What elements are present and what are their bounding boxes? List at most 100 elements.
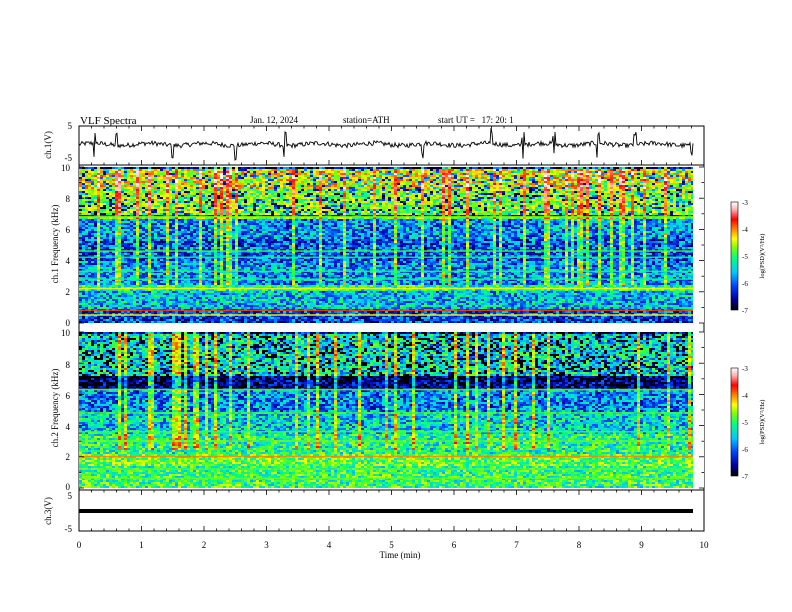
spectrogram-cell bbox=[190, 293, 193, 295]
spectrogram-cell bbox=[199, 243, 202, 245]
spectrogram-cell bbox=[154, 321, 157, 323]
spectrogram-cell bbox=[118, 243, 121, 245]
spectrogram-cell bbox=[109, 283, 112, 285]
spectrogram-cell bbox=[190, 213, 193, 215]
spectrogram-cell bbox=[214, 197, 217, 199]
spectrogram-cell bbox=[130, 209, 133, 211]
spectrogram-cell bbox=[91, 207, 94, 209]
spectrogram-cell bbox=[82, 295, 85, 297]
spectrogram-cell bbox=[205, 259, 208, 261]
spectrogram-cell bbox=[205, 253, 208, 255]
spectrogram-cell bbox=[115, 299, 118, 301]
spectrogram-cell bbox=[235, 303, 238, 305]
spectrogram-cell bbox=[163, 283, 166, 285]
spectrogram-cell bbox=[94, 307, 97, 309]
spectrogram-cell bbox=[262, 253, 265, 255]
spectrogram-cell bbox=[85, 267, 88, 269]
spectrogram-cell bbox=[187, 273, 190, 275]
spectrogram-cell bbox=[262, 305, 265, 307]
spectrogram-cell bbox=[226, 175, 229, 177]
spectrogram-cell bbox=[235, 297, 238, 299]
spectrogram-cell bbox=[157, 273, 160, 275]
spectrogram-cell bbox=[223, 211, 226, 213]
spectrogram-cell bbox=[142, 199, 145, 201]
spectrogram-cell bbox=[181, 303, 184, 305]
spectrogram-cell bbox=[127, 201, 130, 203]
spectrogram-cell bbox=[253, 275, 256, 277]
spectrogram-cell bbox=[184, 289, 187, 291]
spectrogram-cell bbox=[178, 239, 181, 241]
spectrogram-cell bbox=[217, 223, 220, 225]
spectrogram-cell bbox=[259, 293, 262, 295]
spectrogram-cell bbox=[253, 189, 256, 191]
spectrogram-cell bbox=[235, 175, 238, 177]
spectrogram-cell bbox=[160, 195, 163, 197]
spectrogram-cell bbox=[208, 303, 211, 305]
spectrogram-cell bbox=[187, 247, 190, 249]
spectrogram-cell bbox=[232, 247, 235, 249]
spectrogram-cell bbox=[214, 167, 217, 169]
spectrogram-cell bbox=[262, 193, 265, 195]
spectrogram-cell bbox=[103, 229, 106, 231]
spectrogram-cell bbox=[244, 183, 247, 185]
spectrogram-cell bbox=[178, 235, 181, 237]
spectrogram-cell bbox=[199, 265, 202, 267]
spectrogram-cell bbox=[115, 265, 118, 267]
spectrogram-cell bbox=[259, 203, 262, 205]
spectrogram-cell bbox=[85, 265, 88, 267]
spectrogram-cell bbox=[235, 321, 238, 323]
spectrogram-cell bbox=[133, 191, 136, 193]
spectrogram-cell bbox=[229, 261, 232, 263]
spectrogram-cell bbox=[142, 293, 145, 295]
spectrogram-cell bbox=[244, 207, 247, 209]
spectrogram-cell bbox=[163, 211, 166, 213]
spectrogram-cell bbox=[226, 203, 229, 205]
spectrogram-cell bbox=[229, 241, 232, 243]
spectrogram-cell bbox=[103, 283, 106, 285]
spectrogram-cell bbox=[124, 221, 127, 223]
spectrogram-cell bbox=[142, 235, 145, 237]
spectrogram-cell bbox=[121, 311, 124, 313]
spectrogram-cell bbox=[232, 321, 235, 323]
spectrogram-cell bbox=[250, 301, 253, 303]
spectrogram-cell bbox=[142, 201, 145, 203]
spectrogram-cell bbox=[103, 209, 106, 211]
spectrogram-cell bbox=[202, 213, 205, 215]
spectrogram-cell bbox=[145, 273, 148, 275]
spectrogram-cell bbox=[79, 183, 82, 185]
spectrogram-cell bbox=[172, 261, 175, 263]
spectrogram-cell bbox=[160, 219, 163, 221]
spectrogram-cell bbox=[229, 219, 232, 221]
spectrogram-cell bbox=[142, 205, 145, 207]
spectrogram-cell bbox=[217, 299, 220, 301]
spectrogram-cell bbox=[118, 185, 121, 187]
spectrogram-cell bbox=[163, 307, 166, 309]
spectrogram-cell bbox=[133, 207, 136, 209]
spectrogram-cell bbox=[214, 299, 217, 301]
spectrogram-cell bbox=[229, 293, 232, 295]
spectrogram-cell bbox=[208, 291, 211, 293]
spectrogram-cell bbox=[97, 297, 100, 299]
spectrogram-cell bbox=[166, 311, 169, 313]
spectrogram-cell bbox=[136, 261, 139, 263]
spectrogram-cell bbox=[85, 299, 88, 301]
spectrogram-cell bbox=[187, 181, 190, 183]
spectrogram-cell bbox=[91, 231, 94, 233]
spectrogram-cell bbox=[235, 253, 238, 255]
spectrogram-cell bbox=[109, 229, 112, 231]
spectrogram-cell bbox=[151, 231, 154, 233]
spectrogram-cell bbox=[97, 223, 100, 225]
spectrogram-cell bbox=[169, 281, 172, 283]
spectrogram-cell bbox=[208, 319, 211, 321]
spectrogram-cell bbox=[250, 303, 253, 305]
spectrogram-cell bbox=[235, 259, 238, 261]
spectrogram-cell bbox=[160, 239, 163, 241]
spectrogram-cell bbox=[133, 181, 136, 183]
spectrogram-cell bbox=[139, 259, 142, 261]
spectrogram-cell bbox=[133, 189, 136, 191]
spectrogram-cell bbox=[205, 303, 208, 305]
spectrogram-cell bbox=[136, 305, 139, 307]
spectrogram-cell bbox=[256, 285, 259, 287]
spectrogram-cell bbox=[265, 221, 268, 223]
spectrogram-cell bbox=[136, 233, 139, 235]
